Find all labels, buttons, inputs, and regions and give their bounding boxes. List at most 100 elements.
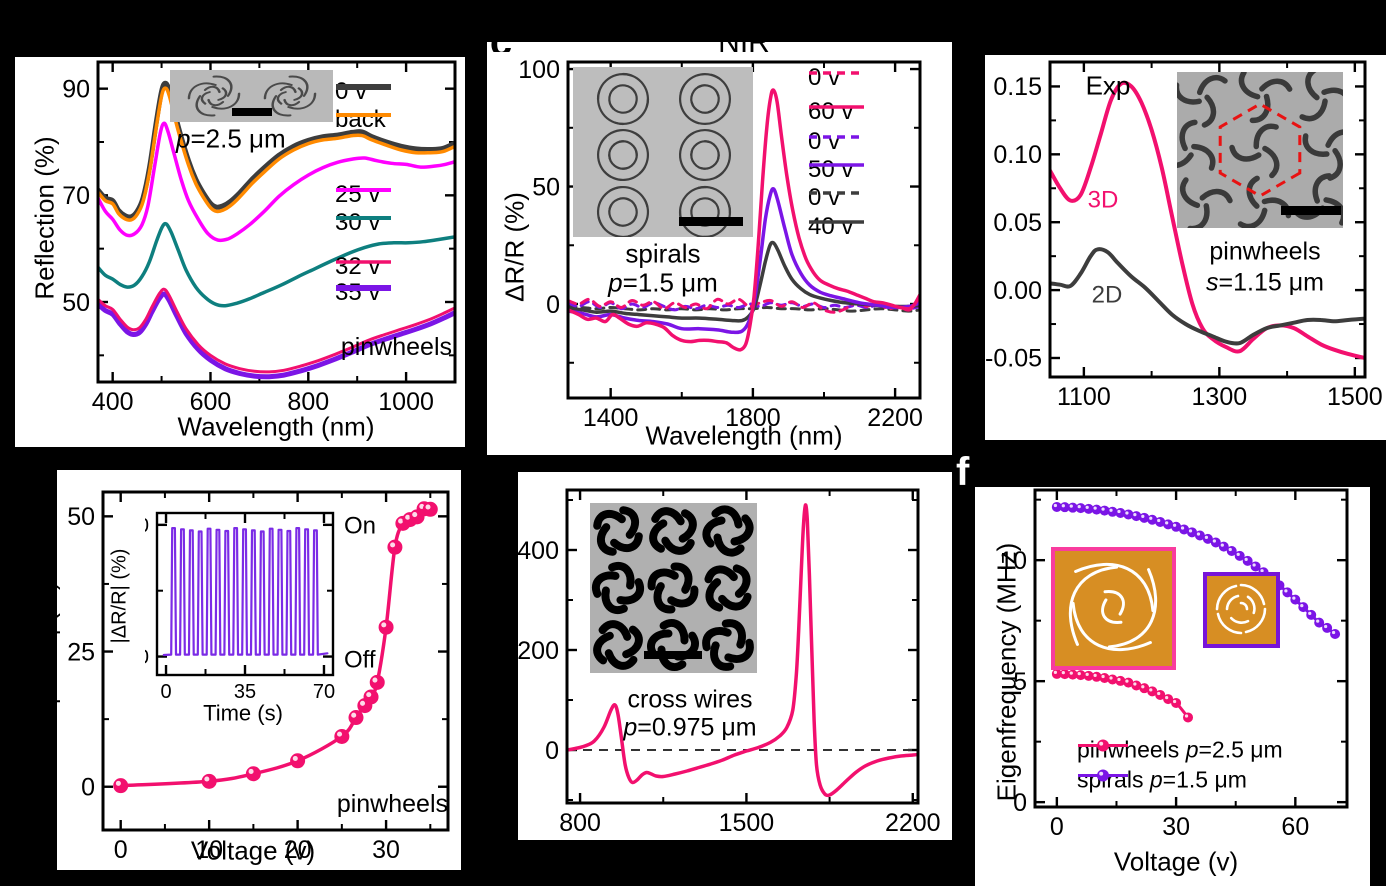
svg-text:0: 0 — [545, 737, 559, 765]
panel-reflection-spectra: 400 600 800 1000 50 70 90 Reflection (%) Wavel… — [15, 57, 465, 447]
annotation-pinwheels: pinwheels — [336, 789, 448, 818]
data-series — [98, 80, 455, 380]
x-axis-label: Voltage (v) — [190, 835, 316, 866]
data-point-marker — [1171, 697, 1182, 708]
crosswires-chart: 800 1500 2200 0 200 400 — [518, 488, 941, 837]
series-50 v — [568, 187, 920, 335]
curve-label-2d: 2D — [1091, 281, 1123, 309]
svg-text:0.15: 0.15 — [993, 73, 1042, 101]
legend-item: back — [335, 106, 391, 133]
data-point-marker — [1131, 511, 1142, 522]
svg-text:400: 400 — [518, 537, 559, 565]
inset-caption: p=1.5 μm — [608, 267, 718, 298]
inset-caption: cross wires — [627, 685, 753, 714]
svg-text:0: 0 — [1050, 813, 1064, 841]
sem-inset-pinwheels-hex — [1177, 72, 1343, 228]
sem-inset-pinwheels — [170, 70, 333, 122]
data-point-marker — [1242, 555, 1253, 566]
x-axis-label: Voltage (v) — [1113, 846, 1239, 877]
svg-text:35: 35 — [234, 681, 256, 703]
eigenfrequency-chart: 0 30 60 0 5 10 — [999, 488, 1349, 841]
pinwheel-glyph — [597, 129, 649, 181]
corner-label-exp: Exp — [1085, 70, 1131, 101]
series-markers — [1051, 668, 1194, 723]
inset-caption: spirals — [625, 238, 701, 269]
x-axis-label: Wavelength (nm) — [645, 420, 843, 451]
data-point-marker — [1115, 675, 1126, 686]
pinwheel-glyph — [678, 128, 732, 182]
svg-text:800: 800 — [287, 388, 329, 416]
series-0 v violet — [568, 300, 920, 312]
inset-caption: pinwheels — [1209, 237, 1321, 266]
pinwheel-glyph — [702, 505, 754, 557]
tick-labels: 800 1500 2200 0 200 400 — [518, 537, 941, 837]
svg-text:1300: 1300 — [1192, 383, 1248, 411]
series-40 v — [568, 240, 920, 323]
panel-nir-spectra: NIR c 1400 1800 2200 0 50 100 ΔR/R (%) Wavele… — [487, 42, 952, 455]
voltage-chart: 0 10 20 30 0 25 50 — [67, 490, 450, 864]
data-series — [567, 503, 918, 798]
series-60 v — [568, 88, 920, 352]
svg-text:1400: 1400 — [583, 404, 639, 432]
svg-text:5: 5 — [1013, 668, 1027, 696]
data-point-marker — [1282, 587, 1293, 598]
series-time-trace — [162, 527, 329, 657]
svg-text:1800: 1800 — [725, 404, 781, 432]
plot-frame — [96, 60, 457, 384]
pinwheel-glyph — [592, 562, 644, 614]
sem-inset-spirals — [573, 67, 753, 237]
pinwheel-glyph — [1215, 583, 1267, 635]
plot-frame — [565, 488, 920, 805]
series-32 v — [98, 287, 455, 374]
unit-cell-hexagon — [1218, 102, 1302, 198]
pinwheel-glyph — [1177, 75, 1228, 128]
axis-ticks — [103, 492, 448, 830]
tick-labels: 1400 1800 2200 0 50 100 — [518, 56, 923, 432]
inset-caption: p=2.5 μm — [176, 123, 286, 154]
data-point-marker — [113, 778, 129, 794]
svg-text:30: 30 — [372, 836, 400, 864]
tick-labels: 0 30 60 0 5 10 — [999, 547, 1309, 841]
svg-text:0: 0 — [546, 291, 560, 319]
pinwheel-glyph — [263, 75, 317, 117]
chart-title: NIR — [699, 42, 789, 57]
svg-text:800: 800 — [559, 809, 601, 837]
spiral-schematic — [1203, 572, 1280, 648]
plot-frame — [1033, 488, 1349, 809]
svg-text:50: 50 — [67, 503, 95, 531]
data-point-marker — [1306, 609, 1317, 620]
pinwheel-glyph — [647, 562, 699, 614]
pinwheel-glyph — [679, 73, 731, 125]
svg-text:1500: 1500 — [719, 809, 775, 837]
legend-item: pinwheels p=2.5 μm — [1077, 736, 1283, 763]
data-point-marker — [1314, 617, 1325, 628]
y-axis-label: Reflection (%) — [29, 136, 60, 300]
data-point-marker — [1234, 550, 1245, 561]
data-point-marker — [1099, 673, 1110, 684]
plot-frame — [1048, 60, 1367, 379]
series-simulation — [567, 503, 918, 798]
series-markers — [113, 501, 438, 794]
svg-text:600: 600 — [190, 388, 232, 416]
legend-item: 40 v — [808, 213, 864, 240]
svg-text:10: 10 — [145, 515, 149, 537]
panel-label-f: f — [956, 450, 970, 494]
legend-item: 35 v — [335, 279, 391, 306]
pinwheel-glyph — [596, 72, 650, 126]
curve-label-3d: 3D — [1087, 186, 1119, 214]
sem-inset-crosswires — [590, 503, 757, 673]
svg-text:100: 100 — [518, 56, 560, 84]
data-point-marker — [245, 766, 261, 782]
svg-text:0: 0 — [145, 647, 149, 669]
pinwheel-glyph — [1302, 129, 1343, 181]
panel-crosswires-simulation: 800 1500 2200 0 200 400 cross wires p=0.975 μm — [518, 472, 952, 840]
y-axis-label: ΔR/R (%) — [499, 192, 530, 302]
data-point-marker — [1330, 628, 1341, 639]
svg-text:30: 30 — [1162, 813, 1190, 841]
schematic-insets — [1051, 547, 1176, 670]
inset-y-axis-label: |ΔR/R| (%) — [108, 548, 131, 644]
scale-bar — [232, 108, 272, 116]
series-25 v — [98, 121, 455, 243]
series-30 v — [98, 221, 455, 308]
pinwheel-glyph — [1177, 119, 1216, 171]
